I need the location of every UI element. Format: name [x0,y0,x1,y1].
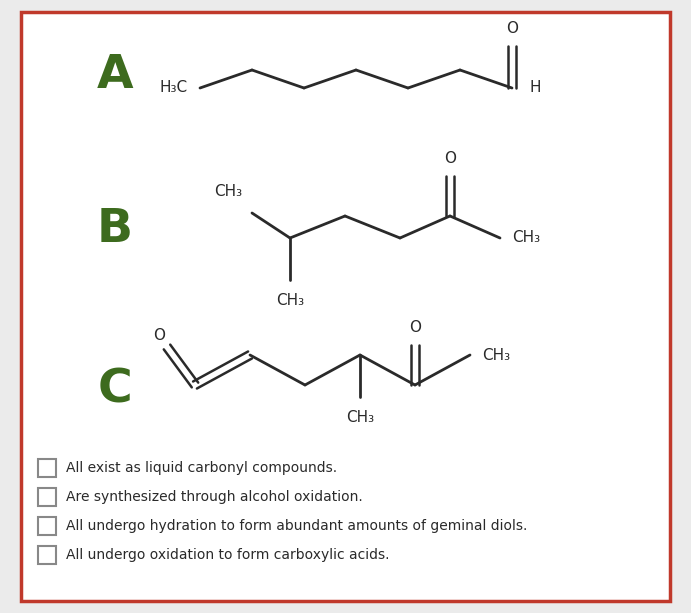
Text: C: C [97,368,133,413]
Bar [38,517,56,535]
Text: H₃C: H₃C [160,80,188,96]
Text: B: B [97,207,133,253]
Text: O: O [444,151,456,166]
Text: CH₃: CH₃ [346,410,374,425]
Text: CH₃: CH₃ [512,230,540,245]
Text: O: O [409,320,421,335]
Text: CH₃: CH₃ [214,183,242,199]
Text: All undergo oxidation to form carboxylic acids.: All undergo oxidation to form carboxylic… [66,548,390,562]
Bar [38,459,56,477]
Text: All undergo hydration to form abundant amounts of geminal diols.: All undergo hydration to form abundant a… [66,519,527,533]
Text: O: O [153,327,165,343]
Text: CH₃: CH₃ [482,348,510,362]
Text: All exist as liquid carbonyl compounds.: All exist as liquid carbonyl compounds. [66,461,337,475]
Text: CH₃: CH₃ [276,293,304,308]
Text: H: H [530,80,542,96]
Bar [38,546,56,564]
Bar [38,488,56,506]
Text: A: A [97,53,133,97]
Text: O: O [506,21,518,36]
Text: Are synthesized through alcohol oxidation.: Are synthesized through alcohol oxidatio… [66,490,363,504]
